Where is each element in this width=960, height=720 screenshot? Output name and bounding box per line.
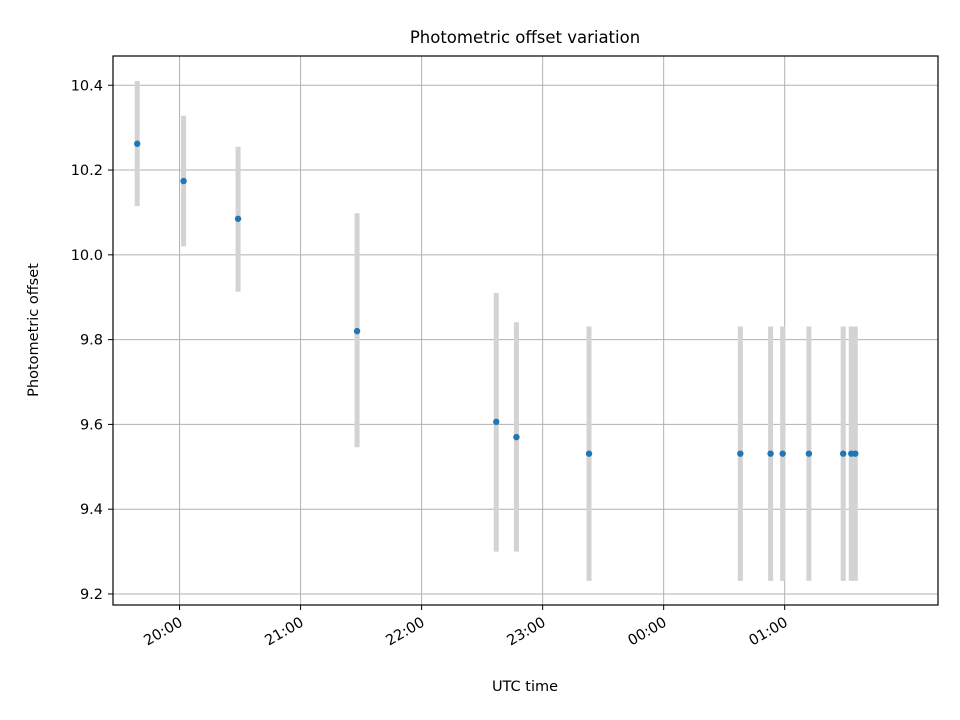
data-point (839, 450, 847, 457)
data-point (134, 140, 141, 147)
y-tick-label: 9.2 (80, 587, 103, 603)
chart-title: Photometric offset variation (410, 28, 640, 47)
y-tick-label: 9.4 (80, 502, 103, 518)
data-point (180, 177, 187, 185)
data-point (767, 450, 774, 457)
y-tick-label: 10.0 (71, 248, 103, 264)
y-tick-label: 10.2 (71, 163, 103, 179)
data-point (737, 450, 744, 457)
y-tick-label: 9.6 (80, 417, 103, 433)
data-point (353, 327, 361, 335)
y-tick-label: 9.8 (80, 333, 103, 349)
y-axis-label: Photometric offset (26, 263, 42, 397)
plot-frame (112, 55, 939, 606)
data-point (779, 450, 786, 457)
data-point (513, 433, 520, 441)
data-point (852, 450, 859, 457)
y-axis-ticks: 9.2 9.4 9.6 9.8 10.0 10.2 10.4 (71, 78, 113, 603)
data-points (134, 140, 859, 457)
y-tick-label: 10.4 (71, 78, 103, 94)
data-point (585, 450, 593, 457)
x-axis-label: UTC time (492, 679, 558, 695)
data-point (493, 418, 500, 426)
data-point (805, 450, 813, 457)
data-point (234, 215, 242, 222)
